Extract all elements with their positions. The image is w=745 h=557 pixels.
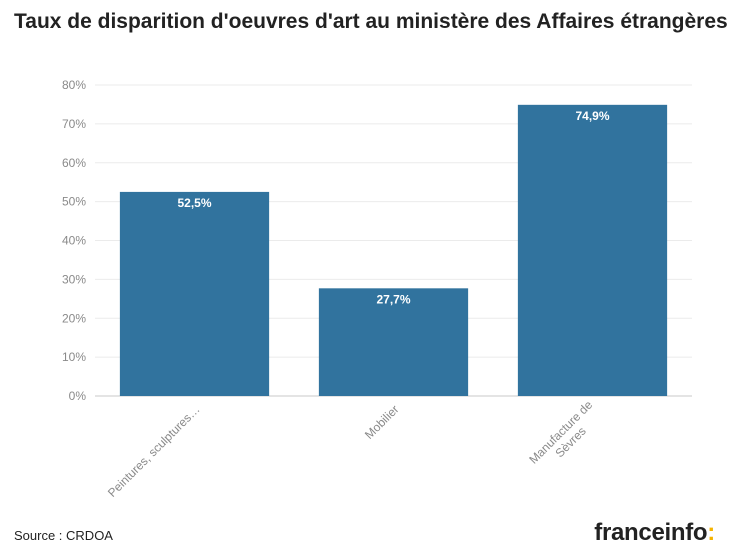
x-axis-tick-labels: Peintures, sculptures… Mobilier Manufactur… (105, 398, 605, 500)
y-tick-label: 80% (62, 78, 86, 92)
y-tick-label: 30% (62, 272, 86, 286)
source-note: Source : CRDOA (14, 528, 113, 543)
y-tick-label: 0% (69, 389, 87, 403)
data-label: 52,5% (177, 196, 211, 210)
y-tick-label: 40% (62, 234, 86, 248)
y-tick-label: 10% (62, 350, 86, 364)
franceinfo-logo: franceinfo: (594, 519, 715, 547)
x-tick-label: Peintures, sculptures… (105, 402, 203, 500)
data-labels: 52,5% 27,7% 74,9% (177, 109, 609, 306)
data-label: 27,7% (376, 292, 410, 306)
logo-colon: : (707, 519, 715, 546)
y-axis-tick-labels: 0% 10% 20% 30% 40% 50% 60% 70% 80% (62, 78, 86, 403)
data-label: 74,9% (575, 109, 609, 123)
y-tick-label: 20% (62, 311, 86, 325)
y-tick-label: 70% (62, 117, 86, 131)
bar (119, 191, 270, 396)
logo-wordmark: franceinfo (594, 519, 708, 546)
x-tick-label: Manufacture deSèvres (526, 398, 605, 477)
y-tick-label: 50% (62, 195, 86, 209)
bar-chart: 0% 10% 20% 30% 40% 50% 60% 70% 80% 52,5% 27,7% 74,… (62, 78, 692, 500)
bar (318, 288, 469, 396)
bars (119, 104, 668, 397)
x-tick-label: Mobilier (362, 402, 402, 442)
y-tick-label: 60% (62, 156, 86, 170)
chart-title: Taux de disparition d'oeuvres d'art au m… (14, 10, 728, 33)
bar (517, 104, 668, 397)
